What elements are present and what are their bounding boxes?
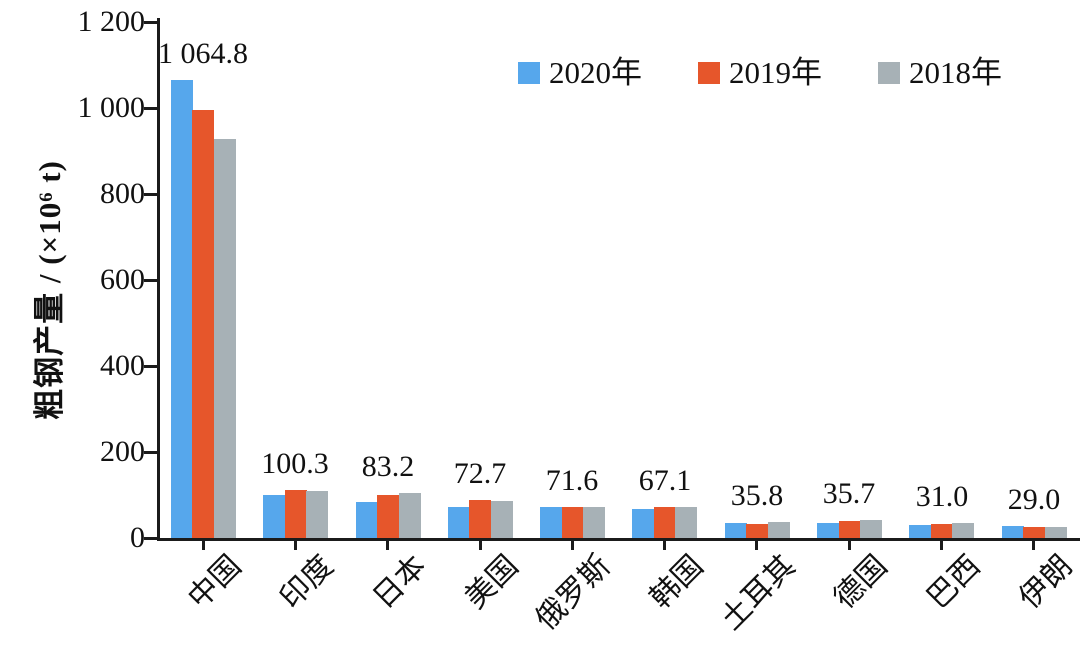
bar <box>931 524 953 538</box>
bar <box>746 524 768 538</box>
bar-value-label: 1 064.8 <box>158 37 248 70</box>
x-category-label: 土耳其 <box>714 549 802 637</box>
bar <box>356 502 378 538</box>
bar <box>675 507 697 538</box>
x-category-label: 巴西 <box>920 549 987 616</box>
y-tick-label: 800 <box>100 177 145 210</box>
y-axis-line <box>157 18 160 541</box>
x-category-label: 韩国 <box>643 549 710 616</box>
bar-value-label: 100.3 <box>261 447 329 480</box>
y-tick-mark <box>144 451 157 454</box>
x-category-label: 日本 <box>366 549 433 616</box>
bar <box>469 500 491 538</box>
bar <box>214 139 236 538</box>
y-tick-label: 1 000 <box>77 91 146 124</box>
x-category-label: 德国 <box>827 549 894 616</box>
x-tick-mark <box>571 541 574 550</box>
legend-item: 2020年 <box>518 56 642 90</box>
bar <box>768 522 790 538</box>
legend-swatch <box>698 62 720 84</box>
y-tick-mark <box>144 279 157 282</box>
x-tick-mark <box>479 541 482 550</box>
bar-value-label: 35.8 <box>730 479 784 512</box>
y-tick-mark <box>144 365 157 368</box>
x-tick-mark <box>940 541 943 550</box>
bar <box>952 523 974 538</box>
bar <box>306 491 328 538</box>
y-tick-label: 0 <box>130 521 145 554</box>
legend-label: 2020年 <box>549 55 642 90</box>
bar-value-label: 31.0 <box>915 480 969 513</box>
legend-item: 2019年 <box>698 56 822 90</box>
bar-value-label: 29.0 <box>1007 483 1061 516</box>
bar-value-label: 67.1 <box>638 464 692 497</box>
bar-value-label: 72.7 <box>453 457 507 490</box>
bar <box>399 493 421 538</box>
x-axis-line <box>157 538 1080 541</box>
x-category-label: 伊朗 <box>1012 549 1079 616</box>
bar <box>285 490 307 538</box>
bar <box>909 525 931 538</box>
bar <box>632 509 654 538</box>
y-tick-label: 600 <box>100 263 145 296</box>
bar <box>654 507 676 538</box>
x-tick-mark <box>386 541 389 550</box>
bar <box>583 507 605 538</box>
x-tick-mark <box>294 541 297 550</box>
y-tick-mark <box>144 21 157 24</box>
bar <box>817 523 839 538</box>
bar-value-label: 35.7 <box>822 477 876 510</box>
x-category-label: 印度 <box>273 549 340 616</box>
y-tick-label: 400 <box>100 349 145 382</box>
bar <box>839 521 861 538</box>
x-tick-mark <box>848 541 851 550</box>
y-tick-label: 1 200 <box>77 5 146 38</box>
legend-swatch <box>878 62 900 84</box>
bar <box>1023 527 1045 538</box>
bar <box>725 523 747 538</box>
bar <box>171 80 193 538</box>
x-tick-mark <box>202 541 205 550</box>
x-category-label: 俄罗斯 <box>529 549 617 637</box>
bar <box>491 501 513 538</box>
x-category-label: 美国 <box>458 549 525 616</box>
y-tick-mark <box>144 107 157 110</box>
legend-item: 2018年 <box>878 56 1002 90</box>
legend-swatch <box>518 62 540 84</box>
x-tick-mark <box>1032 541 1035 550</box>
x-category-label: 中国 <box>181 549 248 616</box>
bar <box>263 495 285 538</box>
bar <box>1045 527 1067 538</box>
bar <box>1002 526 1024 538</box>
bar <box>192 110 214 538</box>
bar <box>562 507 584 538</box>
bar <box>377 495 399 538</box>
y-tick-mark <box>144 537 157 540</box>
legend: 2020年 2019年 2018年 <box>518 56 1002 90</box>
y-tick-mark <box>144 193 157 196</box>
bar-value-label: 83.2 <box>361 450 415 483</box>
bar-value-label: 71.6 <box>545 464 599 497</box>
bar <box>860 520 882 538</box>
bar <box>448 507 470 538</box>
legend-label: 2019年 <box>729 55 822 90</box>
bar <box>540 507 562 538</box>
legend-label: 2018年 <box>909 55 1002 90</box>
x-tick-mark <box>755 541 758 550</box>
x-tick-mark <box>663 541 666 550</box>
y-tick-label: 200 <box>100 435 145 468</box>
